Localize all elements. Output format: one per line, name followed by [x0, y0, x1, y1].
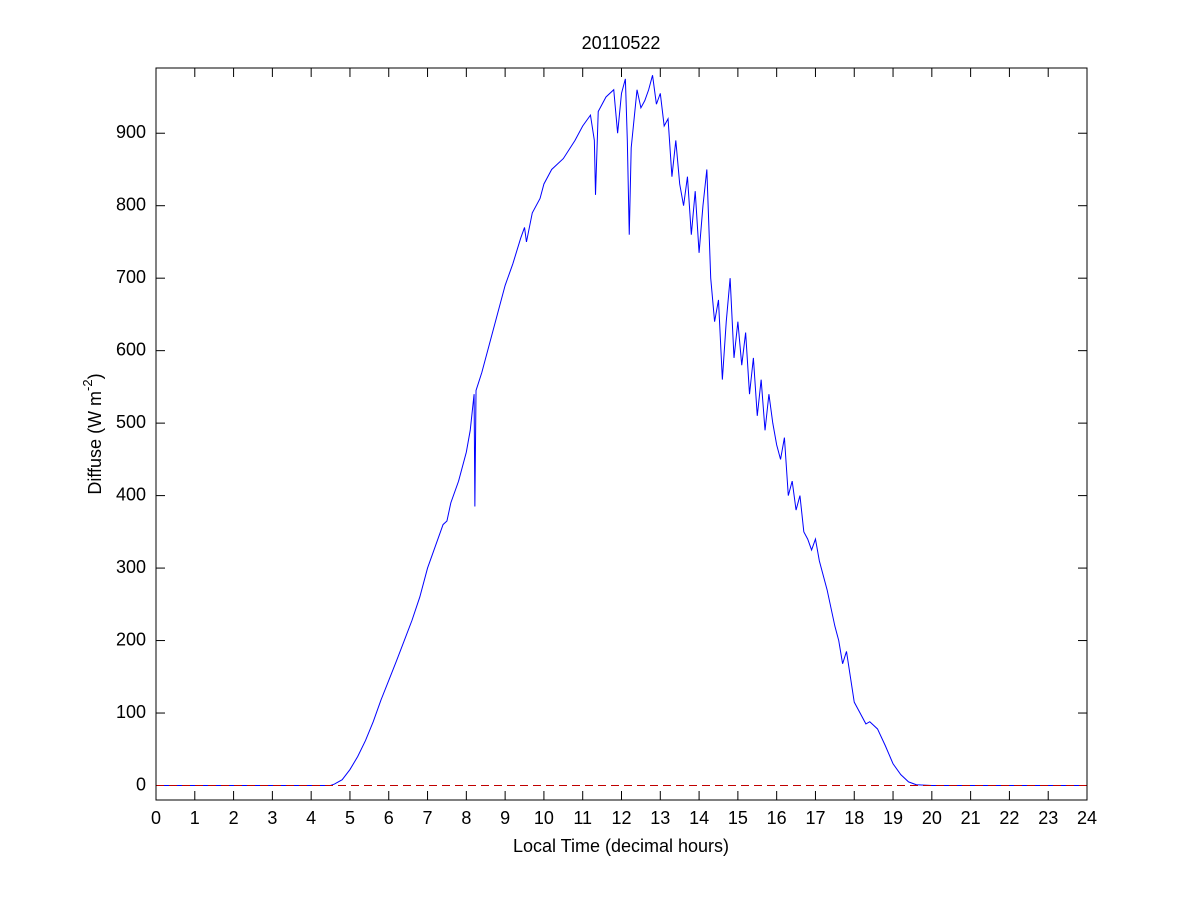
- x-tick-label: 18: [844, 808, 864, 828]
- x-tick-label: 20: [922, 808, 942, 828]
- x-tick-label: 8: [461, 808, 471, 828]
- y-axis-label-superscript: -2: [80, 379, 95, 391]
- y-axis-label: Diffuse (W m-2): [80, 373, 104, 494]
- x-tick-label: 11: [573, 808, 592, 828]
- data-line: [156, 75, 1087, 786]
- x-tick-label: 2: [229, 808, 239, 828]
- y-axis-label-text: Diffuse (W m: [85, 391, 105, 495]
- y-tick-label: 900: [116, 122, 146, 142]
- x-tick-label: 22: [999, 808, 1019, 828]
- x-tick-label: 14: [689, 808, 709, 828]
- x-tick-label: 21: [961, 808, 981, 828]
- y-tick-label: 400: [116, 484, 146, 504]
- x-tick-label: 13: [650, 808, 670, 828]
- x-tick-label: 15: [728, 808, 748, 828]
- y-tick-label: 800: [116, 194, 146, 214]
- x-tick-label: 10: [534, 808, 554, 828]
- x-tick-label: 4: [306, 808, 316, 828]
- x-tick-label: 23: [1038, 808, 1058, 828]
- x-axis-label: Local Time (decimal hours): [513, 836, 729, 856]
- y-tick-label: 200: [116, 629, 146, 649]
- x-tick-label: 0: [151, 808, 161, 828]
- x-tick-label: 6: [384, 808, 394, 828]
- x-tick-label: 7: [423, 808, 433, 828]
- x-tick-label: 24: [1077, 808, 1097, 828]
- y-tick-label: 700: [116, 267, 146, 287]
- x-tick-label: 3: [267, 808, 277, 828]
- x-tick-label: 5: [345, 808, 355, 828]
- x-tick-label: 17: [805, 808, 825, 828]
- y-tick-label: 300: [116, 557, 146, 577]
- chart-title: 20110522: [582, 33, 661, 53]
- y-tick-label: 100: [116, 702, 146, 722]
- x-tick-label: 9: [500, 808, 510, 828]
- x-tick-label: 12: [611, 808, 631, 828]
- y-axis-label-end: ): [85, 373, 105, 379]
- x-tick-label: 19: [883, 808, 903, 828]
- y-tick-label: 600: [116, 339, 146, 359]
- y-tick-label: 0: [136, 774, 146, 794]
- plot-frame: [155, 67, 1088, 801]
- x-tick-label: 1: [190, 808, 200, 828]
- y-tick-label: 500: [116, 412, 146, 432]
- x-tick-label: 16: [767, 808, 787, 828]
